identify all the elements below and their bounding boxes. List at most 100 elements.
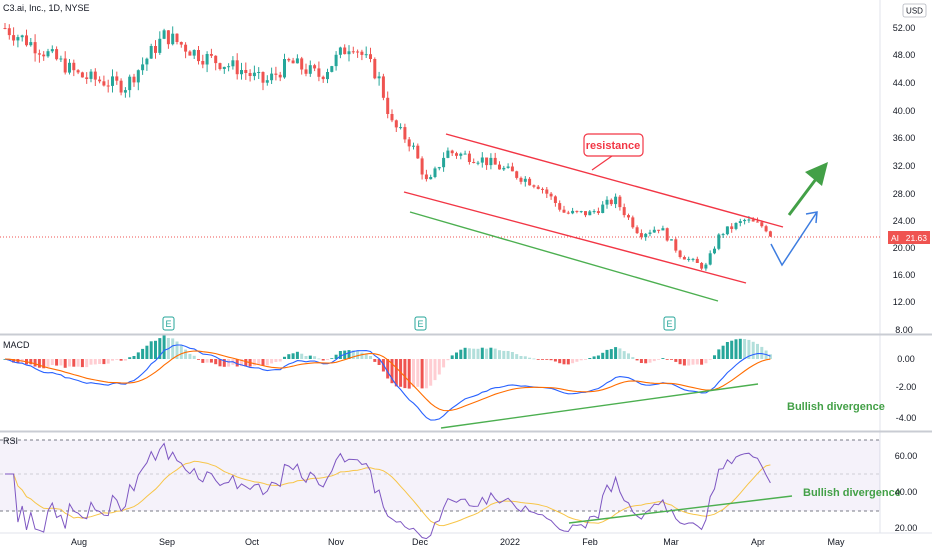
candle-body — [730, 226, 734, 229]
candle-body — [450, 150, 454, 154]
macd-histogram-bar — [433, 359, 437, 381]
alternate-path-arrow — [770, 211, 818, 267]
candle-body — [768, 231, 772, 237]
macd-histogram-bar — [227, 359, 231, 367]
candle-body — [756, 221, 759, 223]
candle-body — [713, 248, 716, 254]
resistance-callout-box[interactable] — [583, 133, 644, 157]
candle-body — [743, 219, 747, 222]
candle-body — [601, 204, 605, 213]
rsi-band — [0, 440, 880, 511]
macd-histogram-bar — [192, 355, 196, 359]
candle-body — [188, 51, 192, 56]
candle-body — [16, 37, 20, 41]
price-pane[interactable] — [0, 0, 880, 333]
macd-histogram-bar — [356, 351, 360, 359]
macd-histogram-bar — [571, 359, 575, 364]
candle-body — [149, 46, 153, 59]
macd-histogram-bar — [377, 359, 381, 365]
price-axis[interactable] — [880, 0, 932, 533]
macd-histogram-bar — [768, 354, 772, 359]
candle-body — [7, 28, 11, 36]
macd-histogram-bar — [214, 359, 218, 365]
macd-histogram-bar — [179, 345, 183, 359]
candle-body — [162, 30, 166, 39]
candle-body — [738, 221, 742, 223]
candle-body — [455, 153, 458, 156]
candle-body — [562, 209, 566, 213]
macd-histogram-bar — [588, 358, 592, 359]
symbol-title[interactable]: C3.ai, Inc., 1D, NYSE — [3, 3, 90, 13]
macd-divergence-line[interactable] — [440, 383, 759, 429]
macd-histogram-bar — [687, 359, 691, 366]
earnings-marker[interactable]: E — [663, 316, 676, 331]
candle-body — [609, 199, 613, 205]
candle-body — [119, 80, 123, 93]
macd-histogram-bar — [747, 339, 751, 359]
macd-histogram-bar — [68, 359, 71, 367]
currency-badge[interactable] — [902, 3, 927, 18]
price-tick-label: 48.00 — [893, 50, 916, 60]
earnings-marker[interactable]: E — [162, 316, 175, 331]
candle-body — [639, 233, 643, 238]
macd-histogram-bar — [158, 338, 162, 359]
support-line[interactable] — [409, 211, 719, 302]
macd-line — [4, 344, 771, 421]
candle-body — [588, 211, 592, 216]
candle-body — [317, 68, 321, 77]
candle-body — [313, 65, 317, 69]
resistance-line[interactable] — [445, 133, 784, 228]
candle-body — [364, 54, 368, 56]
candle-body — [553, 196, 557, 203]
rsi-pane[interactable] — [0, 433, 880, 533]
macd-histogram-bar — [738, 338, 742, 359]
rsi-tick-label: 60.00 — [895, 451, 918, 461]
macd-histogram-bar — [751, 341, 755, 359]
macd-histogram-bar — [639, 359, 643, 363]
candle-body — [106, 85, 110, 87]
candle-body — [498, 164, 501, 170]
rsi-axis-ticks: 60.00 40.00 20.00 — [895, 451, 918, 533]
last-price-tag[interactable]: AI 21.63 — [888, 231, 930, 244]
macd-histogram-bar — [369, 356, 372, 359]
candle-body — [751, 219, 755, 222]
macd-histogram-bar — [691, 359, 695, 365]
time-tick-label: Dec — [412, 537, 429, 547]
macd-histogram-bar — [360, 352, 364, 359]
candle-body — [321, 76, 325, 80]
macd-histogram-bar — [76, 359, 80, 367]
macd-histogram-bar — [291, 353, 295, 359]
channel-lower-line[interactable] — [403, 191, 747, 284]
macd-histogram-bar — [605, 349, 609, 359]
candle-body — [46, 51, 50, 57]
macd-histogram-bar — [506, 351, 510, 359]
alternate-path-arrow-head — [805, 211, 818, 224]
candle-body — [338, 47, 342, 55]
macd-histogram-bar — [270, 359, 274, 364]
macd-histogram-bar — [394, 359, 398, 387]
macd-histogram-bar — [390, 359, 394, 384]
svg-text:E: E — [165, 319, 171, 329]
candle-body — [704, 264, 708, 269]
macd-title[interactable]: MACD — [3, 340, 30, 350]
candle-body — [545, 189, 549, 194]
macd-lines — [4, 344, 771, 421]
candle-body — [416, 145, 420, 159]
candles — [3, 23, 772, 271]
candle-body — [506, 166, 510, 168]
macd-histogram-bar — [536, 359, 540, 360]
macd-histogram-bar — [304, 356, 308, 359]
macd-histogram-bar — [644, 359, 648, 364]
macd-histogram-bar — [510, 352, 514, 359]
resistance-label: resistance — [586, 140, 640, 152]
candle-body — [734, 223, 738, 229]
earnings-marker[interactable]: E — [414, 316, 427, 331]
currency-label: USD — [906, 7, 923, 16]
candle-body — [111, 76, 114, 86]
candle-body — [93, 71, 97, 80]
macd-histogram-bar — [46, 359, 50, 367]
rsi-divergence-line[interactable] — [568, 495, 793, 524]
rsi-title[interactable]: RSI — [3, 436, 18, 446]
candle-body — [386, 97, 390, 114]
